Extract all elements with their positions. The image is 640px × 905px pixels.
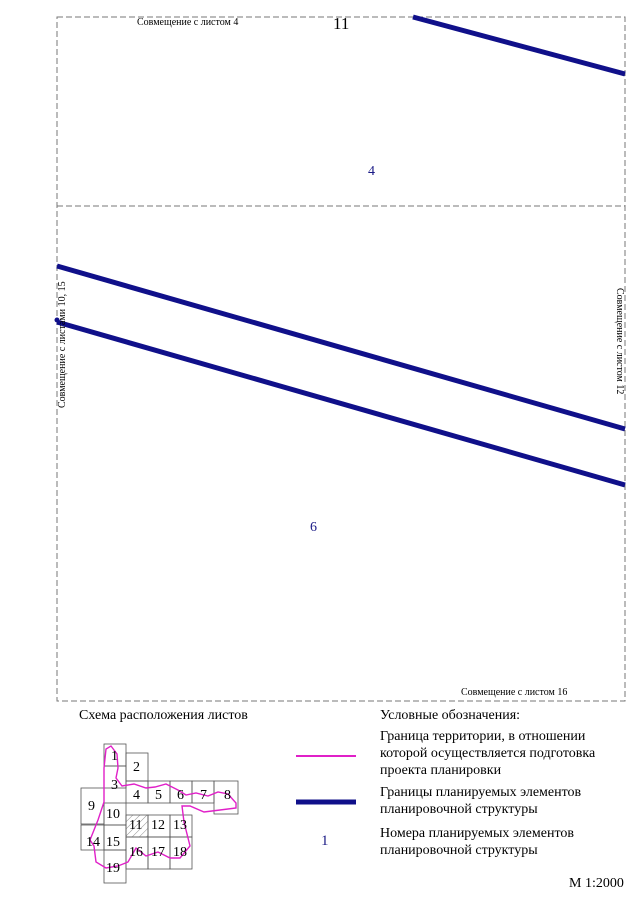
scheme-cell-13: 13 [173, 818, 187, 833]
scheme-title: Схема расположения листов [79, 708, 248, 723]
scheme-cell-19: 19 [106, 861, 120, 876]
scheme-cell-5: 5 [155, 788, 162, 803]
scheme-cell-17: 17 [151, 845, 165, 860]
scheme-cell-2: 2 [133, 760, 140, 775]
scheme-cell-18: 18 [173, 845, 187, 860]
element-number-4: 4 [368, 164, 375, 179]
scheme-cell-4: 4 [133, 788, 140, 803]
scheme-cell-15: 15 [106, 835, 120, 850]
match-label-right: Совмещение с листом 12 [614, 288, 625, 395]
sheet-scheme [80, 743, 239, 884]
scheme-cell-1: 1 [111, 749, 118, 764]
legend-number-symbol: 1 [321, 833, 329, 849]
element-boundary-line-upper [412, 14, 626, 77]
scheme-cell-14: 14 [86, 835, 100, 850]
scheme-cell-9: 9 [88, 799, 95, 814]
boundary-point [54, 317, 60, 323]
map-frame [56, 16, 626, 702]
legend-text-numbers: Номера планируемых элементов планировочн… [380, 826, 574, 858]
element-boundary-line-middle [56, 263, 626, 432]
current-sheet-cell [125, 814, 149, 838]
scheme-cell-11: 11 [129, 818, 143, 833]
element-number-6: 6 [310, 520, 317, 535]
legend-title: Условные обозначения: [380, 708, 521, 723]
scheme-cell-16: 16 [129, 845, 143, 860]
legend-text-elements: Границы планируемых элементов планировоч… [380, 785, 582, 817]
scheme-cell-7: 7 [200, 788, 207, 803]
match-label-bottom: Совмещение с листом 16 [461, 687, 568, 698]
match-label-top: Совмещение с листом 4 [137, 17, 239, 28]
element-boundary-line-lower [56, 319, 626, 488]
scheme-cell-3: 3 [111, 778, 118, 793]
sheet-number: 11 [333, 14, 350, 33]
match-label-left: Совмещение с листами 10, 15 [57, 281, 68, 408]
scheme-cell-10: 10 [106, 807, 120, 822]
scheme-cell-12: 12 [151, 818, 165, 833]
scheme-cell-6: 6 [177, 788, 184, 803]
scheme-territory-boundary [89, 745, 237, 869]
scheme-cell-8: 8 [224, 788, 231, 803]
legend-text-territory: Граница территории, в отношении которой … [380, 729, 596, 778]
scale-label: М 1:2000 [569, 876, 624, 891]
